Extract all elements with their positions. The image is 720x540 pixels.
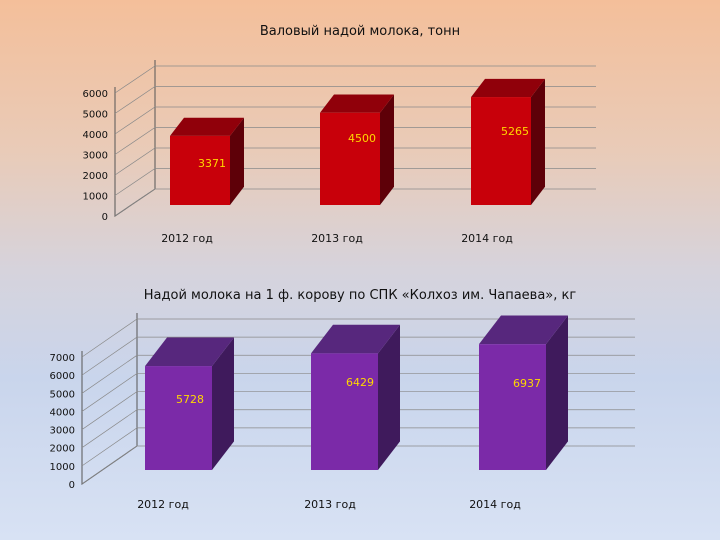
chart1-gridline <box>114 188 596 217</box>
chart1-y-tick: 2000 <box>83 171 108 182</box>
chart1-category-2012: 2012 год <box>161 232 213 245</box>
chart2-bar-front <box>311 353 378 470</box>
chart2-value-label-0: 5728 <box>176 393 204 406</box>
chart1-title: Валовый надой молока, тонн <box>260 24 460 39</box>
chart2-y-tick: 6000 <box>50 371 75 382</box>
chart1-y-tick: 0 <box>102 212 108 223</box>
chart1-y-tick: 3000 <box>83 151 108 162</box>
chart2-bar-side <box>378 324 400 470</box>
chart1-value-label-2: 5265 <box>501 125 529 138</box>
chart1-axis <box>114 87 156 217</box>
chart2-gridline <box>81 427 635 467</box>
chart2-bar-front <box>479 344 546 470</box>
chart2-y-tick: 0 <box>69 480 75 491</box>
chart1-gridlines <box>114 60 596 217</box>
chart2-category-2014: 2014 год <box>469 498 521 511</box>
chart2-gridline <box>81 391 635 430</box>
chart2-bar-2 <box>479 315 568 470</box>
chart2-gridline <box>81 336 635 376</box>
chart2-gridline <box>81 445 635 485</box>
chart1-gridline <box>114 86 596 114</box>
chart2-gridline <box>81 318 635 358</box>
chart1-y-tick: 6000 <box>83 89 108 100</box>
chart2-axis <box>81 351 138 485</box>
chart1-bar-top <box>320 94 394 113</box>
chart1-value-label-1: 4500 <box>348 132 376 145</box>
chart2-category-2013: 2013 год <box>304 498 356 511</box>
chart1-bar-front <box>320 112 380 205</box>
chart2-y-tick: 5000 <box>50 389 75 400</box>
chart1-bar-side <box>531 78 545 205</box>
chart2-gridline <box>81 354 635 394</box>
chart1-gridline <box>114 127 596 155</box>
chart1-category-2013: 2013 год <box>311 232 363 245</box>
chart2-bar-0 <box>145 337 234 470</box>
chart1-bar-front <box>170 135 230 205</box>
chart2-gridlines <box>81 313 635 485</box>
chart1-bar-side <box>230 117 244 205</box>
chart2-bar-top <box>479 315 568 345</box>
chart2-y-tick: 4000 <box>50 407 75 418</box>
chart2-y-tick: 3000 <box>50 426 75 437</box>
chart2-title: Надой молока на 1 ф. корову по СПК «Колх… <box>144 288 577 303</box>
chart1-gridline <box>114 147 596 176</box>
chart1-gridline <box>114 106 596 135</box>
chart1-bar-2 <box>471 78 545 205</box>
chart2-gridline <box>81 409 635 449</box>
chart1-value-label-0: 3371 <box>198 157 226 170</box>
chart2-value-label-1: 6429 <box>346 376 374 389</box>
chart1-bar-0 <box>170 117 244 205</box>
chart1-bar-top <box>471 78 545 98</box>
chart1-y-tick: 1000 <box>83 192 108 203</box>
chart1-bar-top <box>170 117 244 136</box>
chart2-bar-top <box>145 337 234 367</box>
chart2-bar-side <box>546 315 568 470</box>
chart2-y-tick: 1000 <box>50 462 75 473</box>
chart1-bar-1 <box>320 94 394 205</box>
chart1-gridline <box>114 65 596 94</box>
chart1-gridline <box>114 168 596 196</box>
chart2-gridline <box>81 373 635 412</box>
chart2-bar-front <box>145 366 212 470</box>
chart1-bar-side <box>380 94 394 205</box>
chart2-bar-1 <box>311 324 400 470</box>
chart1-bar-front <box>471 97 531 205</box>
chart2-bar-top <box>311 324 400 354</box>
chart2-y-tick: 2000 <box>50 444 75 455</box>
chart2-y-tick: 7000 <box>50 353 75 364</box>
chart2-value-label-2: 6937 <box>513 377 541 390</box>
chart1-category-2014: 2014 год <box>461 232 513 245</box>
chart1-y-tick: 4000 <box>83 130 108 141</box>
chart2-bar-side <box>212 337 234 470</box>
chart1-y-tick: 5000 <box>83 110 108 121</box>
chart2-category-2012: 2012 год <box>137 498 189 511</box>
